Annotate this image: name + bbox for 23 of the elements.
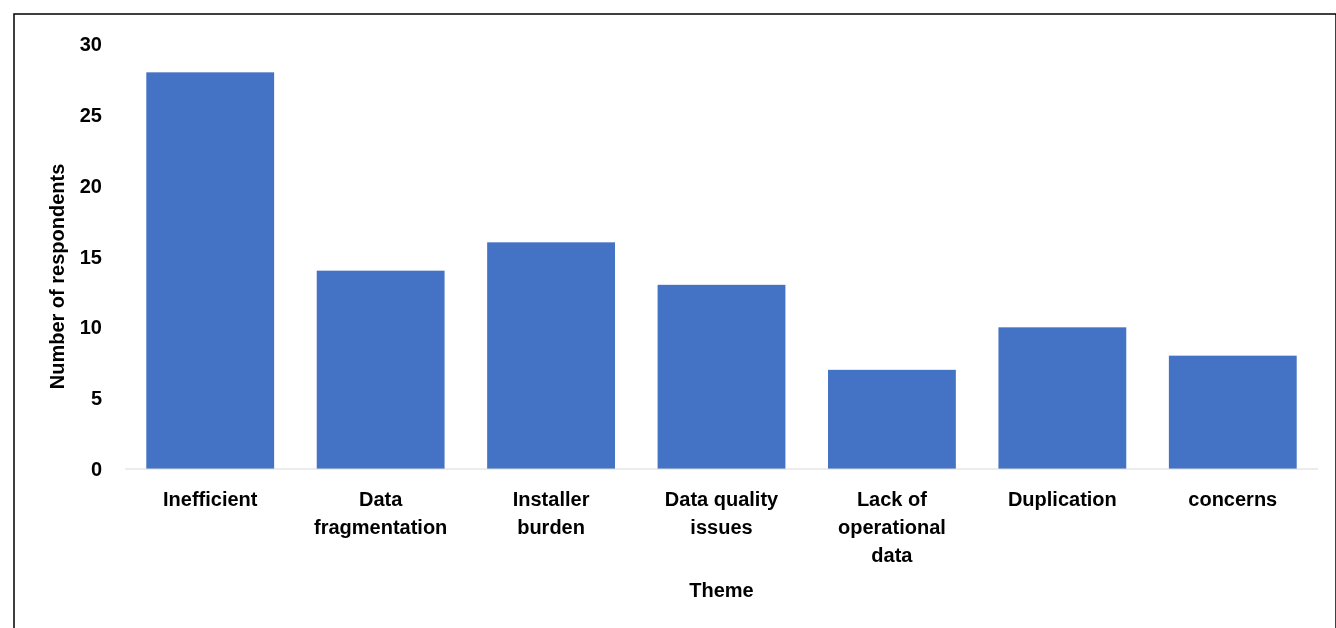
bar	[828, 369, 956, 469]
y-tick-label: 25	[79, 103, 102, 126]
y-tick-label: 15	[79, 245, 102, 268]
x-tick-label: Data fragmentation	[313, 488, 448, 538]
y-tick-label: 10	[79, 316, 102, 339]
bar	[146, 72, 275, 469]
bar	[998, 327, 1127, 469]
y-axis-title: Number of respondents	[46, 163, 68, 390]
x-tick-label: Lack of operational data	[838, 488, 946, 566]
x-tick-label: Installer burden	[512, 488, 590, 538]
bar	[487, 242, 615, 469]
bar	[1168, 355, 1297, 469]
x-tick-label: Duplication	[1007, 488, 1117, 510]
y-tick-label: 20	[79, 174, 102, 197]
y-tick-label: 30	[79, 33, 102, 55]
bar	[657, 284, 786, 469]
x-tick-label: concerns	[1188, 488, 1278, 510]
x-axis-title: Theme	[689, 579, 754, 601]
y-tick-label: 5	[90, 387, 102, 410]
bar	[316, 270, 445, 469]
x-tick-label: Inefficient	[162, 488, 258, 510]
y-tick-label: 0	[90, 458, 102, 480]
x-tick-label: Data quality issues	[664, 488, 780, 538]
